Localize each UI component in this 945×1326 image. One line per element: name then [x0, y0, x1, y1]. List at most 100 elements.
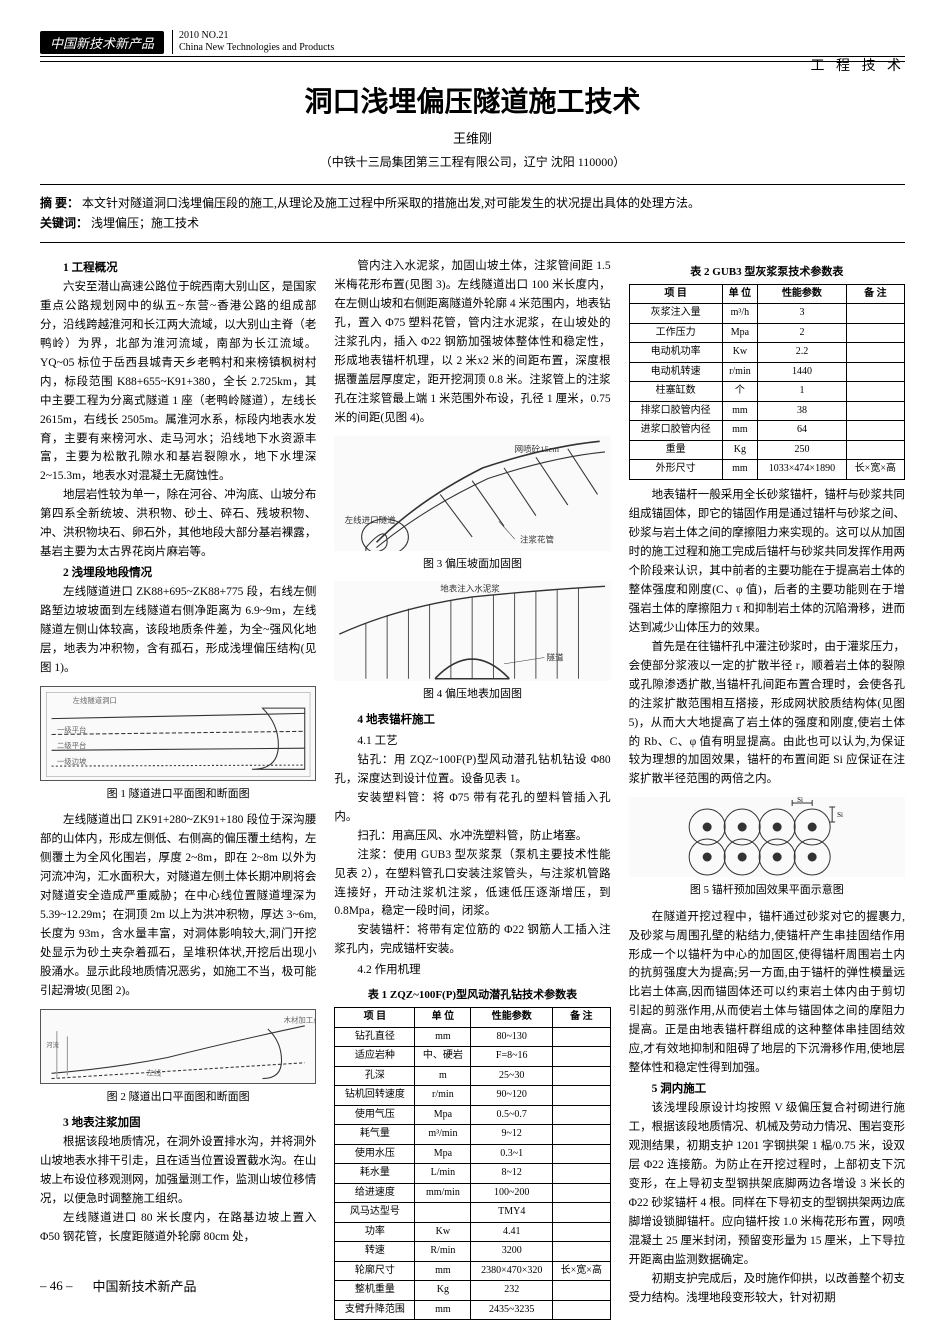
table-cell: 给进速度 [335, 1183, 415, 1203]
table-cell: 1033×474×1890 [758, 460, 846, 480]
figure-5-sketch: Si Si [629, 797, 905, 877]
table-cell: 进浆口胶管内径 [629, 421, 722, 441]
table-cell: 中、硬岩 [415, 1047, 471, 1067]
table-row: 电动机转速r/min1440 [629, 362, 904, 382]
footer: – 46 – 中国新技术新产品 [40, 1276, 905, 1295]
table-cell: mm [722, 460, 758, 480]
heading-5: 5 洞内施工 [629, 1080, 905, 1099]
table-row: 使用水压Mpa0.3~1 [335, 1144, 610, 1164]
rule [40, 61, 905, 62]
table-cell [552, 1125, 610, 1145]
figure-3-sketch: 网喷砼15cm 左线进口隧道 注浆花管 [334, 436, 610, 551]
table-cell: 重量 [629, 440, 722, 460]
table-cell: 8~12 [471, 1164, 553, 1184]
svg-text:隧道: 隧道 [547, 652, 565, 662]
table-cell [552, 1047, 610, 1067]
affiliation: （中铁十三局集团第三工程有限公司，辽宁 沈阳 110000） [40, 153, 905, 170]
table-cell [552, 1222, 610, 1242]
table-cell [552, 1164, 610, 1184]
table-cell: 柱塞缸数 [629, 382, 722, 402]
figure-1: 左线隧道洞口 一级平台 二级平台 一级边坡 图 1 隧道进口平面图和断面图 [40, 686, 316, 803]
column-2: 管内注入水泥浆，加固山坡土体，注浆管间距 1.5 米梅花形布置(见图 3)。左线… [334, 257, 610, 1326]
paragraph: 扫孔：用高压风、水冲洗塑料管，防止堵塞。 [334, 827, 610, 846]
table-cell [552, 1144, 610, 1164]
table-cell: 电动机功率 [629, 343, 722, 363]
figure-4-caption: 图 4 偏压地表加固图 [334, 685, 610, 703]
table-cell [846, 421, 904, 441]
table-cell: Mpa [415, 1105, 471, 1125]
heading-3: 3 地表注浆加固 [40, 1114, 316, 1133]
table-cell [846, 440, 904, 460]
figure-2: 木材加工点 左线 河流 图 2 隧道出口平面图和断面图 [40, 1009, 316, 1106]
table-cell: 9~12 [471, 1125, 553, 1145]
table-cell: 100~200 [471, 1183, 553, 1203]
tunnel-plan-icon: 左线隧道洞口 一级平台 二级平台 一级边坡 [41, 687, 315, 781]
table-cell: 支臂升降范围 [335, 1300, 415, 1320]
table-header-cell: 性能参数 [758, 284, 846, 304]
table-cell: 灰浆注入量 [629, 304, 722, 324]
table-cell [846, 401, 904, 421]
paragraph: 首先是在往锚杆孔中灌注砂浆时，由于灌浆压力，会使部分浆液以一定的扩散半径 r，顺… [629, 638, 905, 790]
table-cell [552, 1300, 610, 1320]
table-cell: 2 [758, 323, 846, 343]
keywords-text: 浅埋偏压；施工技术 [91, 216, 199, 230]
svg-text:木材加工点: 木材加工点 [284, 1016, 316, 1025]
table-cell: 外形尺寸 [629, 460, 722, 480]
table-1: 项 目单 位性能参数备 注钻孔直径mm80~130适应岩种中、硬岩F=8~16孔… [334, 1007, 610, 1320]
table-cell: 适应岩种 [335, 1047, 415, 1067]
table-cell: 耗水量 [335, 1164, 415, 1184]
page-number: – 46 – [40, 1278, 73, 1294]
table-cell: 3200 [471, 1242, 553, 1262]
paragraph: 地层岩性较为单一，除在河谷、冲沟底、山坡分布第四系全新统坡、洪积物、砂土、碎石、… [40, 486, 316, 562]
table-cell: Mpa [722, 323, 758, 343]
paper-title: 洞口浅埋偏压隧道施工技术 [40, 80, 905, 120]
table-cell [415, 1203, 471, 1223]
heading-4-2: 4.2 作用机理 [334, 961, 610, 980]
table-row: 重量Kg250 [629, 440, 904, 460]
table-row: 外形尺寸mm1033×474×1890长×宽×高 [629, 460, 904, 480]
anchor-diffusion-icon: Si Si [629, 797, 905, 877]
paragraph: 该浅埋段原设计均按照 V 级偏压复合衬砌进行施工，根据该段地质情况、机械及劳动力… [629, 1099, 905, 1270]
heading-4: 4 地表锚杆施工 [334, 711, 610, 730]
table-cell: 25~30 [471, 1066, 553, 1086]
figure-1-caption: 图 1 隧道进口平面图和断面图 [40, 785, 316, 803]
svg-text:左线进口隧道: 左线进口隧道 [345, 515, 397, 525]
table-header-cell: 单 位 [722, 284, 758, 304]
table-cell: F=8~16 [471, 1047, 553, 1067]
table-cell: 耗气量 [335, 1125, 415, 1145]
table-cell: 64 [758, 421, 846, 441]
figure-4: 地表注入水泥浆 隧道 图 4 偏压地表加固图 [334, 581, 610, 703]
heading-1: 1 工程概况 [40, 259, 316, 278]
svg-text:左线隧道洞口: 左线隧道洞口 [73, 696, 117, 705]
table-cell [846, 304, 904, 324]
column-3: 表 2 GUB3 型灰浆泵技术参数表 项 目单 位性能参数备 注灰浆注入量m³/… [629, 257, 905, 1326]
table-cell [846, 382, 904, 402]
table-header-cell: 性能参数 [471, 1008, 553, 1028]
svg-text:一级边坡: 一级边坡 [57, 757, 87, 766]
svg-text:注浆花管: 注浆花管 [520, 534, 554, 544]
table-row: 钻孔直径mm80~130 [335, 1027, 610, 1047]
tunnel-exit-icon: 木材加工点 左线 河流 [41, 1010, 315, 1084]
table-cell [552, 1242, 610, 1262]
table-cell: mm [415, 1027, 471, 1047]
table-row: 给进速度mm/min100~200 [335, 1183, 610, 1203]
table-cell: 90~120 [471, 1086, 553, 1106]
table-cell: 电动机转速 [629, 362, 722, 382]
figure-5-caption: 图 5 锚杆预加固效果平面示意图 [629, 881, 905, 899]
paragraph: 根据该段地质情况，在洞外设置排水沟，并将洞外山坡地表水排干引走，且在适当位置设置… [40, 1133, 316, 1209]
table-header-cell: 项 目 [335, 1008, 415, 1028]
table-cell: 38 [758, 401, 846, 421]
footer-publication: 中国新技术新产品 [93, 1276, 197, 1295]
paragraph: 左线隧道出口 ZK91+280~ZK91+180 段位于深沟腰部的山体内，形成左… [40, 811, 316, 1001]
table-cell: 孔深 [335, 1066, 415, 1086]
table-row: 灰浆注入量m³/h3 [629, 304, 904, 324]
svg-text:一级平台: 一级平台 [57, 725, 86, 734]
table-cell: m³/h [722, 304, 758, 324]
table-row: 钻机回转速度r/min90~120 [335, 1086, 610, 1106]
table-cell [552, 1086, 610, 1106]
table-cell: 使用气压 [335, 1105, 415, 1125]
table-row: 风马达型号TMY4 [335, 1203, 610, 1223]
header-bar: 中国新技术新产品 2010 NO.21 China New Technologi… [40, 30, 905, 57]
table-cell [846, 343, 904, 363]
table-row: 支臂升降范围mm2435~3235 [335, 1300, 610, 1320]
